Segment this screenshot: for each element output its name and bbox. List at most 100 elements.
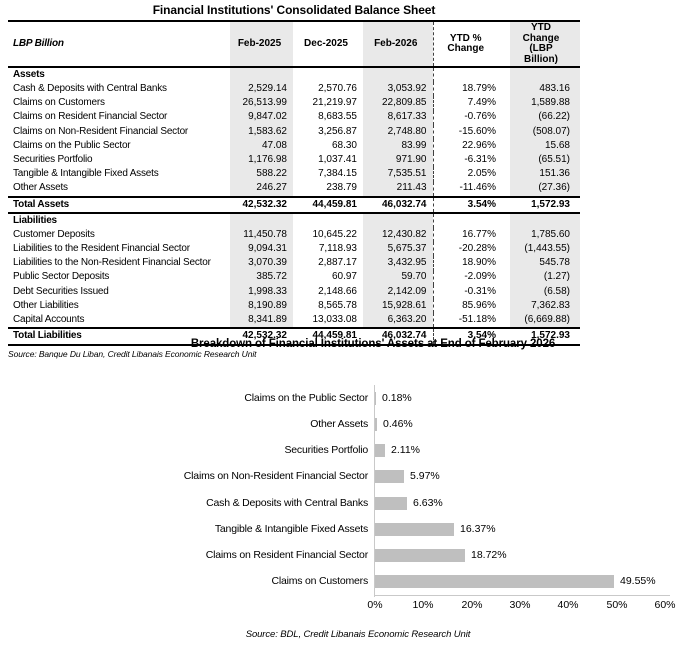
cell-value: (1.27): [510, 270, 580, 285]
total-value: 1,572.93: [510, 327, 580, 346]
cell-value: 16.77%: [432, 228, 510, 243]
value-label: 0.46%: [383, 417, 413, 430]
column-header: Feb-2025: [230, 21, 293, 68]
cell-value: 7,118.93: [318, 243, 357, 255]
cell-value: -15.60%: [432, 124, 510, 139]
value-label: 16.37%: [460, 522, 496, 535]
empty-cell: [432, 212, 510, 229]
cell-value: (508.07): [510, 124, 580, 139]
table-row: Claims on Non-Resident Financial Sector 1…: [8, 124, 580, 139]
x-tick-label: 30%: [509, 599, 531, 611]
section-header-row: Liabilities: [8, 212, 580, 229]
cell-value: 13,033.08: [312, 314, 358, 326]
cell-value: 7.49%: [432, 96, 510, 111]
section-header-row: Assets: [8, 67, 580, 83]
cell-value: 12,430.82: [363, 228, 433, 243]
cell-value: 1,785.60: [510, 228, 580, 243]
balance-sheet-table: LBP Billion Feb-2025 Dec-2025 Feb-2026 YTD %…: [8, 20, 580, 346]
empty-cell: [230, 67, 293, 83]
table-row: Capital Accounts 8,341.89 13,033.08 6,363.2…: [8, 313, 580, 329]
cell-value: 1,176.98: [230, 153, 293, 168]
total-value: 42,532.32: [230, 327, 293, 346]
cell-value: 1,037.41: [318, 153, 357, 165]
column-header: YTD % Change: [432, 21, 510, 68]
category-label: Claims on Non-Resident Financial Sector: [183, 470, 368, 483]
table-body: Assets Cash & Deposits with Central Banks…: [8, 67, 580, 346]
cell-value: (6,669.88): [510, 313, 580, 329]
cell-value: 85.96%: [432, 299, 510, 314]
cell-value: 2,887.17: [318, 257, 357, 269]
row-label: Claims on Customers: [13, 97, 105, 109]
x-axis-line: [374, 595, 670, 596]
cell-value: 15,928.61: [363, 299, 433, 314]
table-title: Financial Institutions' Consolidated Bal…: [152, 3, 436, 17]
table-row: Liabilities to the Non-Resident Financia…: [8, 256, 580, 271]
cell-value: 68.30: [331, 139, 357, 151]
cell-value: 22,809.85: [363, 96, 433, 111]
empty-cell: [510, 212, 580, 229]
cell-value: 7,535.51: [363, 167, 433, 182]
bar: [375, 417, 377, 431]
column-header: Dec-2025: [293, 21, 363, 68]
chart-title: Breakdown of Financial Institutions' Ass…: [190, 338, 556, 350]
cell-value: 83.99: [363, 138, 433, 154]
cell-value: 11,450.78: [230, 228, 293, 243]
cell-value: 2,570.76: [318, 83, 357, 95]
row-label: Public Sector Deposits: [13, 271, 110, 283]
cell-value: 3,432.95: [363, 256, 433, 271]
cell-value: 9,847.02: [230, 110, 293, 125]
cell-value: 8,190.89: [230, 299, 293, 314]
total-row: Total Assets 42,532.32 44,459.81 46,032.74 3…: [8, 195, 580, 214]
table-row: Claims on Resident Financial Sector 9,847…: [8, 110, 580, 125]
table-row: Customer Deposits 11,450.78 10,645.22 12,43…: [8, 228, 580, 243]
value-label: 5.97%: [410, 470, 440, 483]
row-label: Other Assets: [13, 182, 68, 194]
category-label: Other Assets: [310, 417, 368, 430]
cell-value: 9,094.31: [230, 242, 293, 257]
cell-value: 246.27: [230, 181, 293, 197]
assets-breakdown-chart: Breakdown of Financial Institutions' Ass…: [0, 333, 686, 654]
chart-source: Source: BDL, Credit Libanais Economic Re…: [245, 629, 471, 640]
total-label: Total Liabilities: [8, 327, 230, 346]
empty-cell: [363, 67, 433, 83]
total-value: 46,032.74: [363, 195, 433, 214]
table-row: Public Sector Deposits 385.72 60.97 59.70 -2…: [8, 270, 580, 285]
bar: [375, 470, 404, 484]
cell-value: -2.09%: [432, 270, 510, 285]
column-header: Feb-2026: [363, 21, 433, 68]
cell-value: 483.16: [510, 82, 580, 97]
cell-value: 3,070.39: [230, 256, 293, 271]
table-header: LBP Billion Feb-2025 Dec-2025 Feb-2026 YTD %…: [8, 21, 580, 68]
x-tick-label: 50%: [606, 599, 628, 611]
cell-value: 10,645.22: [312, 228, 358, 240]
cell-value: -0.76%: [432, 110, 510, 125]
cell-value: 59.70: [363, 270, 433, 285]
row-label: Claims on Non-Resident Financial Sector: [13, 125, 189, 137]
cell-value: 971.90: [363, 153, 433, 168]
empty-cell: [293, 213, 363, 228]
cell-value: -20.28%: [432, 242, 510, 257]
total-value: 3.54%: [432, 327, 510, 346]
cell-value: (65.51): [510, 153, 580, 168]
total-value: 3.54%: [432, 195, 510, 214]
total-label: Total Assets: [8, 195, 230, 214]
value-label: 2.11%: [391, 444, 420, 457]
cell-value: 3,053.92: [363, 82, 433, 97]
cell-value: (1,443.55): [510, 242, 580, 257]
cell-value: 8,683.55: [318, 111, 357, 123]
cell-value: 26,513.99: [230, 96, 293, 111]
cell-value: -51.18%: [432, 313, 510, 329]
category-label: Claims on Customers: [271, 575, 368, 588]
cell-value: 545.78: [510, 256, 580, 271]
category-label: Tangible & Intangible Fixed Assets: [214, 522, 368, 535]
cell-value: -6.31%: [432, 153, 510, 168]
value-label: 0.18%: [382, 391, 412, 404]
cell-value: 1,583.62: [230, 124, 293, 139]
x-tick-label: 10%: [412, 599, 434, 611]
table-source: Source: Banque Du Liban, Credit Libanais…: [8, 348, 257, 359]
table-row: Securities Portfolio 1,176.98 1,037.41 971.…: [8, 153, 580, 168]
cell-value: 7,362.83: [510, 299, 580, 314]
table-row: Other Assets 246.27 238.79 211.43 -11.46% (27…: [8, 181, 580, 197]
empty-cell: [293, 67, 363, 82]
table-row: Other Liabilities 8,190.89 8,565.78 15,928.…: [8, 299, 580, 314]
